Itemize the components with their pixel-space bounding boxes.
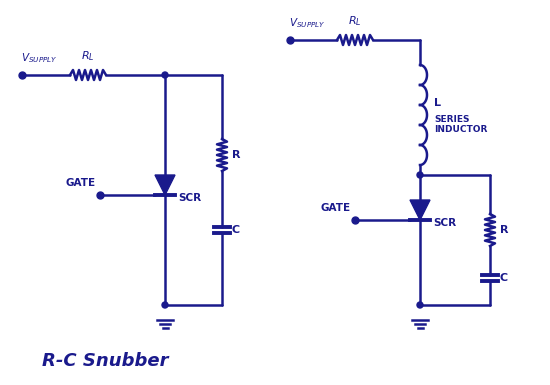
Text: SCR: SCR xyxy=(178,193,201,203)
Text: R: R xyxy=(232,150,240,160)
Text: GATE: GATE xyxy=(66,178,96,188)
Circle shape xyxy=(417,172,423,178)
Text: GATE: GATE xyxy=(321,203,351,213)
Text: $R_L$: $R_L$ xyxy=(348,14,362,28)
Circle shape xyxy=(162,302,168,308)
Text: $V_{SUPPLY}$: $V_{SUPPLY}$ xyxy=(21,51,58,65)
Text: R: R xyxy=(500,225,509,235)
Text: $R_L$: $R_L$ xyxy=(81,49,95,63)
Text: INDUCTOR: INDUCTOR xyxy=(434,126,487,134)
Text: C: C xyxy=(232,225,240,235)
Text: SCR: SCR xyxy=(433,218,456,228)
Circle shape xyxy=(162,72,168,78)
Text: $V_{SUPPLY}$: $V_{SUPPLY}$ xyxy=(289,16,326,30)
Text: R-C Snubber: R-C Snubber xyxy=(42,352,168,370)
Polygon shape xyxy=(410,200,430,220)
Polygon shape xyxy=(155,175,175,195)
Text: SERIES: SERIES xyxy=(434,114,470,124)
Text: C: C xyxy=(500,273,508,283)
Text: L: L xyxy=(434,98,441,108)
Circle shape xyxy=(417,302,423,308)
